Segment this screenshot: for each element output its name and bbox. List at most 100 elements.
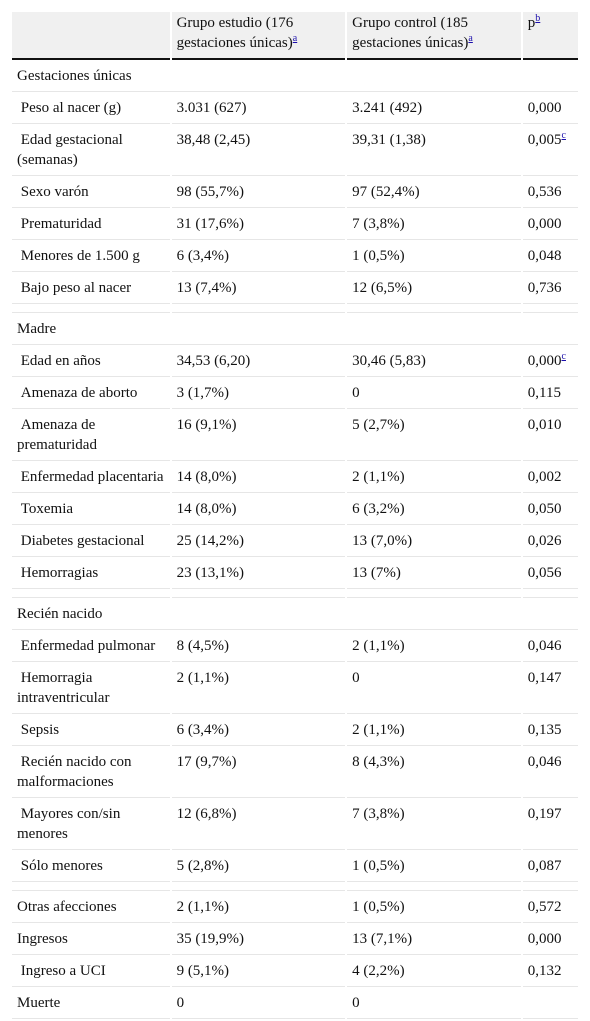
p-value-text: 0,005 xyxy=(527,132,562,148)
row-label-text: Diabetes gestacional xyxy=(20,533,145,549)
control-value: 13 (7,1%) xyxy=(347,925,521,955)
row-label: Otras afecciones xyxy=(12,893,170,923)
row-label-text: Ingreso a UCI xyxy=(20,963,106,979)
p-value-text: 0,572 xyxy=(527,899,562,915)
control-value-text: 12 (6,5%) xyxy=(352,280,413,296)
control-value: 2 (1,1%) xyxy=(347,632,521,662)
header-control-label: Grupo control (185 gestaciones únicas) xyxy=(352,15,469,51)
row-label: Ingresos xyxy=(12,925,170,955)
table-row: Amenaza de aborto 3 (1,7%) 0 0,115 xyxy=(12,379,578,409)
p-value-text: 0,046 xyxy=(527,754,562,770)
control-value-text: 13 (7,1%) xyxy=(352,931,413,947)
study-value: 13 (7,4%) xyxy=(171,274,346,304)
results-table: Grupo estudio (176 gestaciones únicas)a … xyxy=(10,10,580,1021)
p-value-text: 0,115 xyxy=(527,385,561,401)
row-label-text: Amenaza de prematuridad xyxy=(17,417,97,453)
study-value: 38,48 (2,45) xyxy=(171,126,346,176)
control-value-text: 7 (3,8%) xyxy=(352,216,405,232)
study-value-text: 9 (5,1%) xyxy=(176,963,230,979)
study-value-text: 17 (9,7%) xyxy=(176,754,237,770)
study-value-text: 8 (4,5%) xyxy=(176,638,230,654)
p-value: 0,005c xyxy=(522,126,578,176)
footnote-b-link[interactable]: b xyxy=(535,13,541,24)
section-title: Recién nacido xyxy=(12,600,578,630)
table-row: Sólo menores 5 (2,8%) 1 (0,5%) 0,087 xyxy=(12,852,578,882)
p-value: 0,115 xyxy=(522,379,578,409)
control-value-text: 0 xyxy=(352,385,360,401)
study-value: 14 (8,0%) xyxy=(171,463,346,493)
table-row: Muerte 0 0 xyxy=(12,989,578,1019)
p-value-text: 0,736 xyxy=(527,280,562,296)
study-value: 3 (1,7%) xyxy=(171,379,346,409)
study-value-text: 34,53 (6,20) xyxy=(176,353,251,369)
row-label: Sepsis xyxy=(12,716,170,746)
p-value: 0,000c xyxy=(522,347,578,377)
control-value-text: 30,46 (5,83) xyxy=(352,353,426,369)
control-value: 39,31 (1,38) xyxy=(347,126,521,176)
p-value-text: 0,000 xyxy=(527,931,562,947)
p-value-text: 0,132 xyxy=(527,963,562,979)
p-value-text: 0,050 xyxy=(527,501,562,517)
row-label-text: Ingresos xyxy=(17,931,68,947)
table-row: Ingresos 35 (19,9%) 13 (7,1%) 0,000 xyxy=(12,925,578,955)
p-value-text: 0,000 xyxy=(527,100,562,116)
p-value: 0,147 xyxy=(522,664,578,714)
control-value: 13 (7%) xyxy=(347,559,521,589)
p-value-text: 0,000 xyxy=(527,353,562,369)
control-value-text: 3.241 (492) xyxy=(352,100,423,116)
section-title-text: Recién nacido xyxy=(17,606,103,622)
header-empty xyxy=(12,12,170,60)
spacer-row xyxy=(12,591,578,598)
row-label-text: Hemorragias xyxy=(20,565,99,581)
row-label: Mayores con/sin menores xyxy=(12,800,170,850)
study-value: 98 (55,7%) xyxy=(171,178,346,208)
control-value: 0 xyxy=(347,379,521,409)
row-label: Sexo varón xyxy=(12,178,170,208)
control-value: 12 (6,5%) xyxy=(347,274,521,304)
header-study-group: Grupo estudio (176 gestaciones únicas)a xyxy=(171,12,346,60)
row-label: Prematuridad xyxy=(12,210,170,240)
row-label-text: Bajo peso al nacer xyxy=(20,280,132,296)
control-value: 2 (1,1%) xyxy=(347,716,521,746)
control-value: 30,46 (5,83) xyxy=(347,347,521,377)
study-value: 6 (3,4%) xyxy=(171,716,346,746)
header-p-label: p xyxy=(527,15,536,31)
row-label-text: Sexo varón xyxy=(20,184,89,200)
p-value: 0,002 xyxy=(522,463,578,493)
control-value-text: 0 xyxy=(352,995,360,1011)
control-value: 0 xyxy=(347,989,521,1019)
footnote-c-link[interactable]: c xyxy=(561,351,566,362)
control-value: 5 (2,7%) xyxy=(347,411,521,461)
p-value: 0,046 xyxy=(522,748,578,798)
section-title: Madre xyxy=(12,315,578,345)
section-header-row: Gestaciones únicas xyxy=(12,62,578,92)
control-value-text: 0 xyxy=(352,670,360,686)
study-value-text: 25 (14,2%) xyxy=(176,533,245,549)
study-value-text: 14 (8,0%) xyxy=(176,501,237,517)
p-value-text: 0,000 xyxy=(527,216,562,232)
row-label-text: Edad en años xyxy=(20,353,101,369)
table-body: Gestaciones únicas Peso al nacer (g) 3.03… xyxy=(12,62,578,1019)
table-row: Sexo varón 98 (55,7%) 97 (52,4%) 0,536 xyxy=(12,178,578,208)
section-title: Gestaciones únicas xyxy=(12,62,578,92)
footnote-a-link[interactable]: a xyxy=(468,33,473,44)
study-value-text: 5 (2,8%) xyxy=(176,858,230,874)
row-label-text: Edad gestacional (semanas) xyxy=(17,132,123,168)
p-value-text: 0,147 xyxy=(527,670,562,686)
footnote-c-link[interactable]: c xyxy=(561,130,566,141)
p-value: 0,000 xyxy=(522,210,578,240)
table-row: Toxemia 14 (8,0%) 6 (3,2%) 0,050 xyxy=(12,495,578,525)
header-control-group: Grupo control (185 gestaciones únicas)a xyxy=(347,12,521,60)
control-value: 97 (52,4%) xyxy=(347,178,521,208)
section-header-row: Recién nacido xyxy=(12,600,578,630)
header-study-label: Grupo estudio (176 gestaciones únicas) xyxy=(176,15,294,51)
control-value-text: 2 (1,1%) xyxy=(352,722,405,738)
study-value-text: 6 (3,4%) xyxy=(176,248,230,264)
p-value-text: 0,056 xyxy=(527,565,562,581)
control-value-text: 6 (3,2%) xyxy=(352,501,405,517)
study-value-text: 31 (17,6%) xyxy=(176,216,245,232)
row-label: Muerte xyxy=(12,989,170,1019)
control-value-text: 4 (2,2%) xyxy=(352,963,405,979)
footnote-a-link[interactable]: a xyxy=(292,33,298,44)
p-value: 0,050 xyxy=(522,495,578,525)
